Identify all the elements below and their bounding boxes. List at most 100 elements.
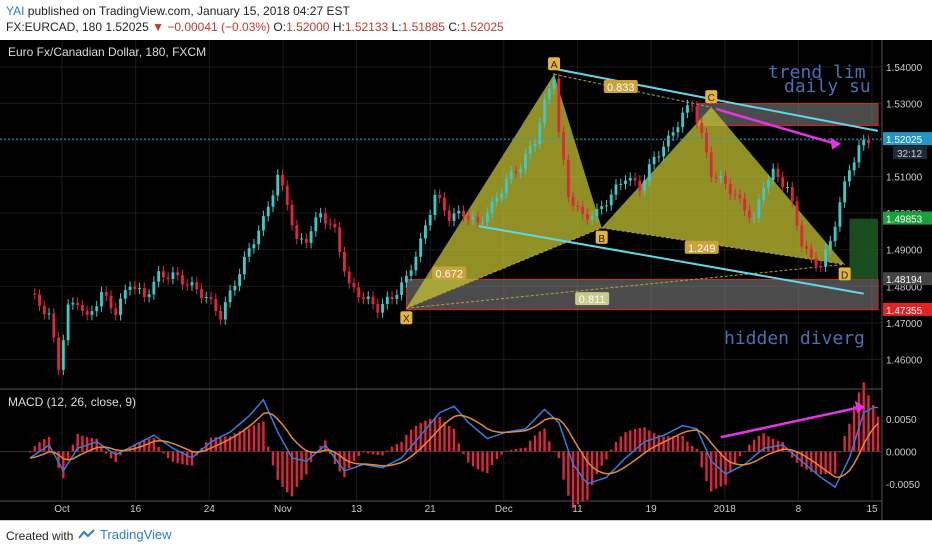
candle <box>714 177 718 179</box>
macd-histogram-bar <box>438 416 441 452</box>
pattern-point-label: D <box>841 270 848 281</box>
ratio-label: 0.811 <box>579 294 606 306</box>
candle <box>481 222 485 224</box>
candle <box>38 294 41 306</box>
macd-histogram-bar <box>676 435 680 452</box>
macd-histogram-bar <box>724 451 727 485</box>
low-value: 1.51885 <box>401 20 445 34</box>
candle <box>543 99 546 124</box>
macd-histogram-bar <box>386 450 389 452</box>
countdown-badge <box>893 146 927 160</box>
macd-histogram-bar <box>548 441 551 452</box>
macd-histogram-bar <box>767 436 770 452</box>
macd-histogram-bar <box>376 451 379 455</box>
candle <box>605 205 608 207</box>
macd-histogram-bar <box>276 451 279 480</box>
macd-histogram-bar <box>452 428 456 452</box>
countdown-label: 32:12 <box>897 149 922 160</box>
macd-histogram-bar <box>814 451 818 474</box>
candle <box>166 277 170 279</box>
macd-histogram-bar <box>810 451 813 472</box>
candle <box>738 194 742 199</box>
macd-histogram-bar <box>643 427 646 452</box>
candle <box>409 270 413 276</box>
ratio-label: 0.672 <box>435 268 463 280</box>
candle <box>238 274 242 286</box>
macd-histogram-bar <box>238 431 241 452</box>
candle <box>266 206 270 217</box>
candle <box>747 210 751 218</box>
candle <box>838 202 842 227</box>
macd-histogram-bar <box>757 435 761 452</box>
pattern-point-badge <box>705 90 718 104</box>
author-link[interactable]: YAI <box>6 4 25 18</box>
macd-histogram-bar <box>405 434 408 452</box>
candle <box>209 296 213 300</box>
macd-histogram-bar <box>424 420 427 452</box>
candle <box>504 178 508 194</box>
macd-histogram-bar <box>300 451 303 480</box>
candle <box>219 310 222 320</box>
macd-histogram-bar <box>267 446 270 452</box>
candle <box>562 131 566 160</box>
macd-histogram-bar <box>848 423 851 452</box>
macd-histogram-bar <box>862 382 865 452</box>
pattern-point-label: C <box>708 93 715 104</box>
price-tick-label: 1.51000 <box>886 173 923 184</box>
macd-histogram-bar <box>262 421 265 452</box>
candle <box>447 210 451 221</box>
macd-histogram-bar <box>28 451 32 453</box>
macd-histogram-bar <box>252 425 256 452</box>
time-tick-label: Nov <box>274 504 292 515</box>
candle <box>857 145 861 163</box>
candle <box>585 213 589 220</box>
pattern-point-badge <box>595 230 608 244</box>
macd-histogram-bar <box>867 395 870 452</box>
macd-histogram-bar <box>443 422 446 452</box>
macd-histogram-bar <box>233 433 237 452</box>
macd-histogram-bar <box>552 450 556 452</box>
candle <box>590 216 594 220</box>
candle <box>395 294 399 299</box>
candle <box>519 168 523 174</box>
candle <box>719 175 723 178</box>
macd-histogram-bar <box>157 446 160 452</box>
time-tick-label: 19 <box>646 504 658 515</box>
annotation-hidden-divergence: hidden diverg <box>724 328 865 349</box>
chart-area[interactable]: X A B C D 0.672 0.833 1.249 0.811 trend lim daily … <box>0 40 932 520</box>
candle <box>247 248 251 257</box>
candle <box>800 225 804 247</box>
macd-histogram-bar <box>671 436 675 452</box>
macd-histogram-bar <box>100 447 103 452</box>
macd-histogram-bar <box>71 444 75 452</box>
price-arrow <box>715 107 836 145</box>
macd-histogram-bar <box>624 432 627 452</box>
candle <box>557 78 561 132</box>
macd-histogram-bar <box>38 442 41 452</box>
candle <box>752 217 756 219</box>
pattern-triangle-bcd <box>601 107 845 265</box>
candle <box>138 288 142 290</box>
macd-histogram-bar <box>543 428 546 452</box>
macd-histogram-bar <box>857 392 861 452</box>
candle <box>490 201 494 213</box>
macd-histogram-bar <box>133 443 137 452</box>
chart-svg[interactable]: X A B C D 0.672 0.833 1.249 0.811 trend limdaily … <box>0 40 932 520</box>
candle <box>233 285 237 291</box>
macd-histogram-bar <box>800 451 803 467</box>
macd-histogram-bar <box>457 443 460 452</box>
candle <box>333 224 337 228</box>
candle <box>414 256 418 271</box>
candle <box>462 210 465 217</box>
tradingview-link[interactable]: TradingView <box>78 527 172 542</box>
candle <box>566 159 570 197</box>
macd-histogram-bar <box>819 451 823 475</box>
macd-histogram-bar <box>733 451 737 464</box>
candle <box>547 88 551 100</box>
macd-histogram-bar <box>662 436 665 452</box>
macd-histogram-bar <box>562 451 565 480</box>
macd-histogram-bar <box>686 441 689 452</box>
macd-histogram-bar <box>395 443 399 452</box>
candle <box>128 286 132 291</box>
time-tick-label: 8 <box>796 504 802 515</box>
